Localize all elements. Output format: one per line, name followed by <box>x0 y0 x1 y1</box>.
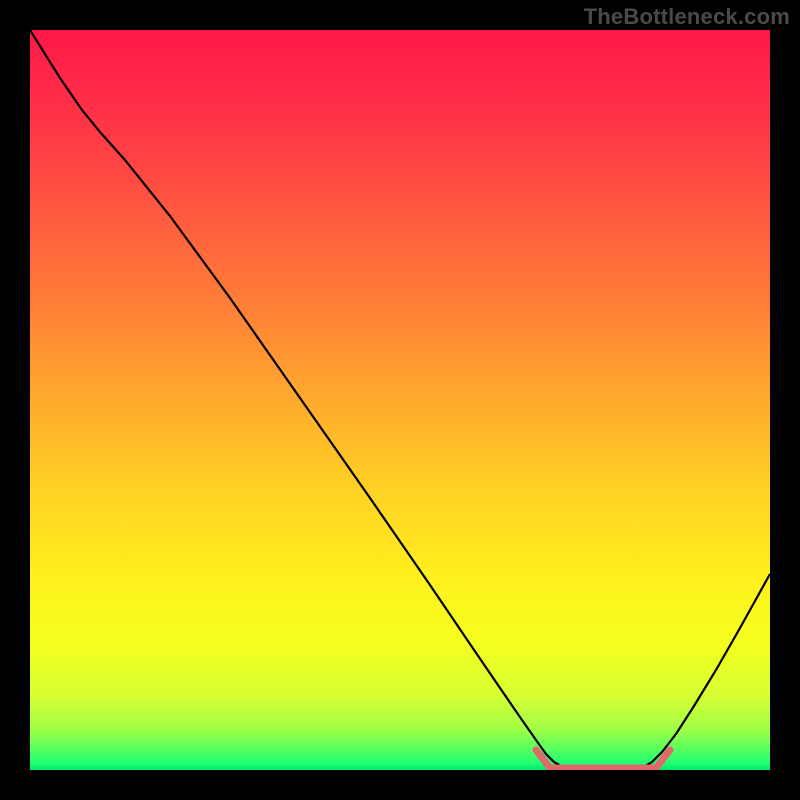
plot-svg <box>30 30 770 770</box>
plot-area <box>30 30 770 770</box>
watermark-text: TheBottleneck.com <box>584 4 790 30</box>
chart-frame: TheBottleneck.com <box>0 0 800 800</box>
gradient-background <box>30 30 770 770</box>
